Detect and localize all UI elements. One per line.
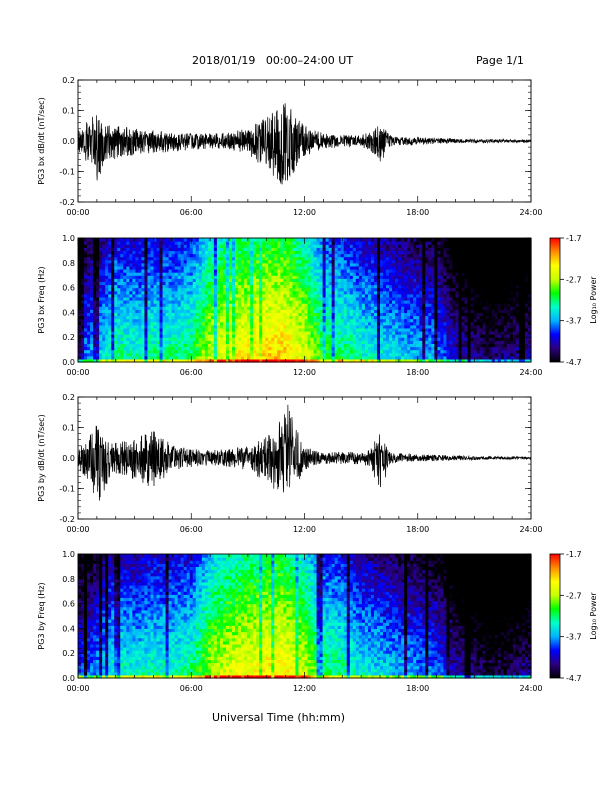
y-tick-label: 0.8 (62, 575, 75, 584)
x-tick-label: 12:00 (293, 525, 316, 534)
colorbar-tick-label: -4.7 (566, 358, 582, 367)
colorbar-label: Log₁₀ Power (589, 592, 598, 640)
x-tick-label: 12:00 (293, 368, 316, 377)
x-tick-label: 18:00 (406, 684, 429, 693)
spectrogram-cells (78, 554, 532, 679)
y-axis-label: PG3 bx Freq (Hz) (37, 266, 46, 333)
y-axis-label: PG3 bx dB/dt (nT/sec) (37, 97, 46, 184)
x-tick-label: 24:00 (519, 684, 542, 693)
y-tick-label: -0.1 (59, 485, 75, 494)
panel-1: 00:00 06:00 12:00 18:00 24:00 0.2 0.1 0.0 -0.1 -0… (37, 76, 543, 217)
y-tick-label: 1.0 (62, 550, 75, 559)
y-tick-label: 0.6 (62, 600, 75, 609)
panel-3: 00:00 06:00 12:00 18:00 24:00 0.2 0.1 0.0 -0.1 -0… (37, 393, 543, 534)
x-tick-label: 00:00 (66, 368, 89, 377)
y-tick-label: -0.2 (59, 198, 75, 207)
x-tick-label: 00:00 (66, 208, 89, 217)
y-tick-label: 0.2 (62, 333, 75, 342)
x-tick-label: 24:00 (519, 368, 542, 377)
waveform-trace (77, 404, 532, 501)
y-tick-label: 0.0 (62, 454, 75, 463)
colorbar-tick-label: -4.7 (566, 674, 582, 683)
y-tick-label: 0.0 (62, 674, 75, 683)
y-tick-label: 0.8 (62, 259, 75, 268)
page-indicator: Page 1/1 (476, 54, 524, 67)
figure-title: 2018/01/19 00:00–24:00 UT (192, 54, 354, 67)
x-tick-label: 24:00 (519, 525, 542, 534)
x-tick-label: 06:00 (180, 368, 203, 377)
x-tick-label: 06:00 (180, 684, 203, 693)
y-tick-label: 0.4 (62, 308, 75, 317)
y-tick-label: -0.1 (59, 168, 75, 177)
colorbar-tick-label: -3.7 (566, 633, 582, 642)
y-axis-label: PG3 by Freq (Hz) (37, 582, 46, 649)
x-tick-label: 24:00 (519, 208, 542, 217)
y-tick-label: 0.2 (62, 76, 75, 85)
y-tick-label: 0.2 (62, 393, 75, 402)
x-tick-label: 00:00 (66, 525, 89, 534)
y-tick-label: 0.1 (62, 424, 75, 433)
x-axis-title: Universal Time (hh:mm) (212, 711, 345, 724)
x-tick-label: 18:00 (406, 208, 429, 217)
colorbar-tick-label: -2.7 (566, 275, 582, 284)
y-tick-label: 0.6 (62, 284, 75, 293)
x-tick-label: 00:00 (66, 684, 89, 693)
y-tick-label: 0.0 (62, 358, 75, 367)
colorbar-label: Log₁₀ Power (589, 276, 598, 324)
colorbar-tick-label: -1.7 (566, 234, 582, 243)
x-tick-label: 12:00 (293, 208, 316, 217)
y-axis-label: PG3 by dB/dt (nT/sec) (37, 414, 46, 501)
colorbar-tick-label: -3.7 (566, 317, 582, 326)
panel-4: -1.7 -2.7 -3.7 -4.7 Log₁₀ Power 00:00 06:00 12:… (37, 550, 598, 693)
colorbar-tick-label: -1.7 (566, 550, 582, 559)
spectrogram-cells (78, 238, 532, 363)
x-tick-label: 12:00 (293, 684, 316, 693)
panel-2: -1.7 -2.7 -3.7 -4.7 Log₁₀ Power 00:00 06:00 12:… (37, 234, 598, 377)
x-tick-label: 06:00 (180, 208, 203, 217)
x-tick-label: 18:00 (406, 525, 429, 534)
x-tick-label: 18:00 (406, 368, 429, 377)
x-tick-label: 06:00 (180, 525, 203, 534)
y-tick-label: 0.4 (62, 624, 75, 633)
y-tick-label: 0.2 (62, 649, 75, 658)
colorbar (549, 553, 561, 679)
y-tick-label: -0.2 (59, 515, 75, 524)
colorbar (549, 237, 561, 363)
waveform-trace (77, 103, 532, 185)
colorbar-tick-label: -2.7 (566, 591, 582, 600)
y-tick-label: 0.1 (62, 107, 75, 116)
y-tick-label: 0.0 (62, 137, 75, 146)
y-tick-label: 1.0 (62, 234, 75, 243)
